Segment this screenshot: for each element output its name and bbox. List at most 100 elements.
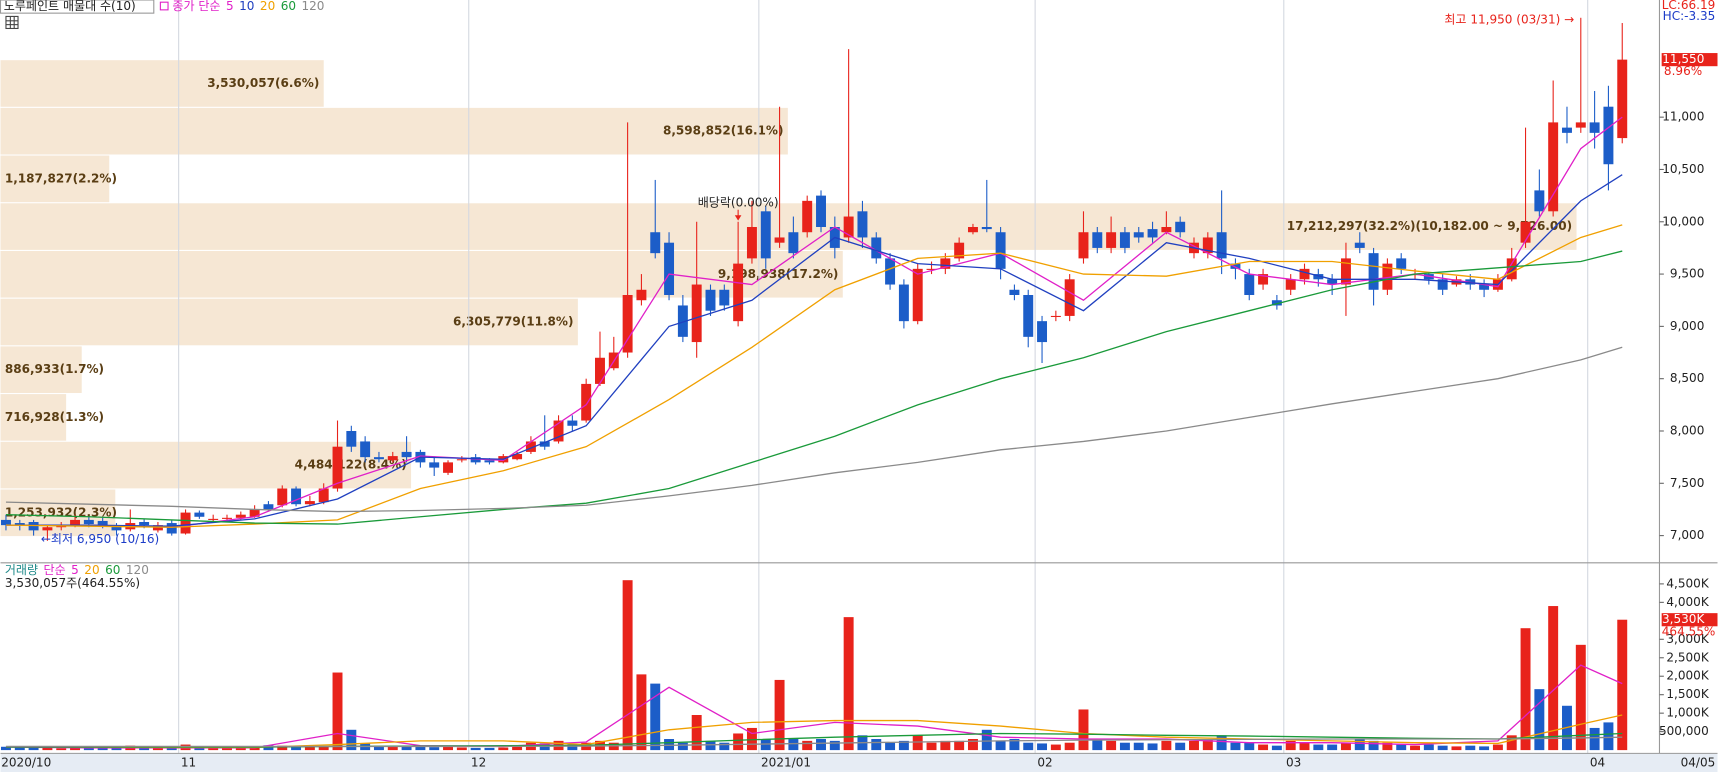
volume-bar — [235, 747, 246, 751]
volume-bar — [1396, 744, 1407, 751]
title-box — [0, 0, 155, 14]
candle-body — [581, 383, 592, 421]
candle-body — [1037, 321, 1048, 343]
data-layer — [0, 17, 1628, 751]
volume-bar — [443, 746, 453, 751]
legend-title: 거래량 — [5, 563, 38, 577]
candle-body — [733, 263, 744, 322]
candle-body — [512, 454, 523, 460]
candle-body — [235, 514, 246, 518]
volume-bar — [152, 747, 163, 751]
volume-bar — [1147, 743, 1158, 751]
volume-bar — [816, 739, 826, 751]
volume-bar — [498, 747, 509, 751]
candle-body — [788, 232, 799, 254]
volume-bar — [1037, 743, 1048, 751]
y-tick-label: 3,000K — [1666, 632, 1709, 646]
current-volume-box — [1661, 613, 1718, 627]
volume-info: 3,530,057주(464.55%) — [5, 576, 140, 590]
volume-bar — [1202, 739, 1213, 751]
candle-body — [263, 504, 274, 510]
volume-bar — [1506, 735, 1517, 751]
legend-entry: 10 — [239, 0, 254, 13]
x-axis-area — [0, 753, 1718, 772]
candle-body — [967, 227, 978, 233]
volume-bar — [705, 740, 716, 751]
candle-body — [926, 268, 937, 270]
volume-bar — [429, 747, 440, 751]
current-price-box — [1661, 53, 1718, 67]
candle-body — [1106, 232, 1117, 248]
candle-body — [318, 488, 329, 503]
candle-body — [1064, 279, 1075, 316]
x-tick-label: 03 — [1286, 756, 1301, 770]
volume-bar — [719, 742, 730, 751]
candle-body — [816, 195, 826, 228]
candle-body — [981, 227, 992, 230]
candle-body — [912, 268, 923, 322]
volume-bar — [871, 739, 882, 751]
candle-body — [387, 456, 398, 461]
candle-body — [1534, 190, 1545, 212]
candle-body — [1313, 274, 1324, 280]
volume-profile-bar — [0, 298, 578, 346]
volume-profile-bar — [0, 107, 788, 155]
candle-body — [360, 441, 371, 458]
volume-bar — [1327, 744, 1338, 751]
legend-title: 종가 단순 — [172, 0, 220, 13]
candle-body — [1271, 300, 1282, 306]
y-tick-label: 7,000 — [1670, 528, 1704, 542]
candle-body — [1092, 232, 1103, 248]
candle-body — [719, 289, 730, 306]
volume-bar — [222, 747, 232, 751]
volume-bar — [208, 747, 219, 751]
volume-bar — [83, 748, 94, 751]
candle-body — [595, 357, 605, 384]
candle-body — [1589, 122, 1600, 133]
x-tick-label: 2021/01 — [761, 756, 811, 770]
candle-body — [885, 258, 896, 285]
moving-average — [5, 250, 1623, 525]
candle-body — [291, 488, 302, 505]
candle-body — [650, 232, 661, 254]
candle-body — [1479, 284, 1490, 290]
table-icon[interactable] — [5, 15, 19, 30]
background-layer: 1,253,932(2.3%)4,484,122(8.4%)716,928(1.… — [0, 60, 1577, 537]
volume-bar — [1340, 742, 1351, 751]
candle-body — [14, 523, 25, 526]
candle-body — [691, 284, 702, 343]
legend-icon — [159, 1, 169, 11]
candle-body — [1382, 263, 1393, 290]
volume-bar — [1023, 742, 1034, 751]
volume-bar — [1617, 619, 1628, 751]
volume-bar — [1520, 628, 1531, 751]
candle-body — [553, 420, 564, 442]
candle-body — [0, 519, 11, 526]
candle-body — [249, 509, 260, 517]
legend-entry: 5 — [71, 563, 79, 577]
x-tick-label: 04 — [1590, 756, 1605, 770]
candle-body — [664, 242, 675, 295]
right-axis-area — [1659, 0, 1718, 754]
volume-bar — [746, 727, 757, 751]
candle-body — [1119, 232, 1130, 248]
volume-profile-label: 17,212,297(32.2%)(10,182.00 ~ 9,726.00) — [1287, 219, 1572, 233]
volume-bar — [304, 746, 315, 751]
candle-body — [774, 237, 785, 243]
volume-bar — [802, 740, 813, 751]
volume-bar — [774, 679, 785, 751]
candle-body — [1078, 232, 1089, 259]
volume-bar — [1575, 644, 1586, 751]
candle-body — [401, 451, 412, 458]
volume-bar — [456, 747, 467, 751]
volume-bar — [981, 729, 992, 751]
candle-body — [898, 284, 909, 322]
volume-bar — [1258, 744, 1269, 751]
volume-profile-bar — [0, 155, 110, 203]
candle-body — [1327, 279, 1338, 285]
moving-average — [5, 224, 1623, 528]
candle-body — [871, 237, 882, 259]
volume-bar — [829, 740, 840, 751]
candle-body — [1202, 237, 1213, 254]
dividend-annotation: 배당락(0.00%) — [698, 196, 779, 210]
